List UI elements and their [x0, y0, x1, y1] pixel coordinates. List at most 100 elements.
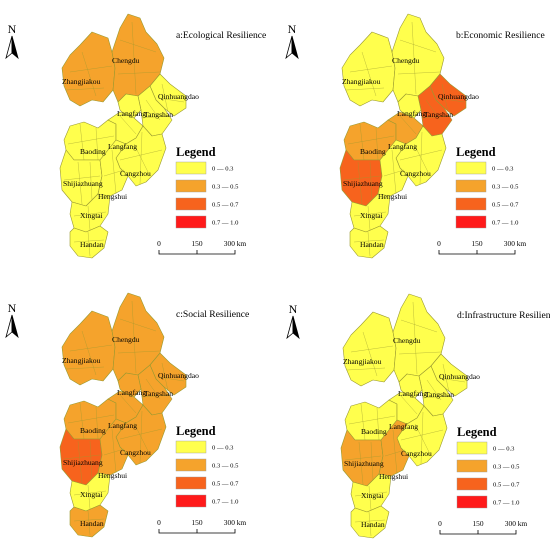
county-boundary-line	[141, 115, 169, 119]
panel-infrastructure-resilience: ChengduZhangjiakouQinhuangdaoLangfangTan…	[286, 293, 550, 539]
panel-title: a:Ecological Resilience	[176, 30, 266, 41]
legend-swatch	[175, 179, 207, 193]
scale-bar-tick-label: 300 km	[505, 519, 528, 528]
north-arrow-icon: N	[5, 301, 19, 339]
county-boundary-line	[437, 97, 465, 103]
county-boundary-line	[400, 395, 418, 415]
legend-item-label: 0 — 0.3	[493, 446, 515, 453]
north-arrow-left-half	[5, 314, 13, 339]
county-boundary-line	[375, 127, 379, 161]
county-boundary-line	[349, 65, 393, 73]
legend: Legend 0 — 0.3 0.3 — 0.5 0.5 — 0.7 0.7 — 1.0	[456, 425, 520, 509]
county-boundary-line	[343, 175, 381, 181]
county-boundary-line	[139, 410, 143, 464]
region-langfang-n	[398, 373, 423, 399]
scale-bar-tick-label: 300 km	[224, 518, 247, 527]
county-boundary-line	[354, 519, 386, 523]
legend-title: Legend	[456, 145, 496, 159]
city-label-langfang: Langfang	[389, 422, 418, 431]
county-boundary-line	[133, 143, 151, 177]
city-label-chengdu: Chengdu	[393, 336, 421, 345]
legend-item-label: 0.3 — 0.5	[212, 184, 239, 191]
city-label-xingtai: Xingtai	[361, 491, 384, 500]
region-zhangjiakou	[61, 310, 116, 386]
scale-bar-line	[158, 250, 236, 255]
county-boundary-line	[398, 351, 442, 355]
county-boundary-line	[357, 161, 363, 205]
county-boundary-line	[95, 406, 99, 440]
county-boundary-line	[87, 231, 91, 257]
county-boundary-line	[354, 491, 388, 497]
panel-social-resilience: ChengduZhangjiakouQinhuangdaoLangfangTan…	[5, 292, 249, 538]
county-boundary-line	[63, 175, 101, 181]
legend: Legend 0 — 0.3 0.3 — 0.5 0.5 — 0.7 0.7 — 1.0	[175, 424, 239, 508]
scale-bar-tick-label: 150	[191, 518, 202, 527]
county-boundary-line	[376, 407, 380, 441]
north-arrow-icon: N	[286, 302, 300, 340]
legend-swatch	[175, 197, 207, 211]
city-label-chengdu: Chengdu	[112, 335, 140, 344]
region-polygons	[59, 13, 187, 259]
north-arrow-left-half	[285, 35, 293, 60]
city-label-langfang: Langfang	[397, 109, 426, 118]
legend-item-label: 0 — 0.3	[492, 166, 514, 173]
city-label-qinhuangdao: Qinhuangdao	[158, 92, 199, 101]
county-boundary-line	[368, 511, 372, 537]
region-langfang-n	[117, 372, 142, 398]
city-label-zhangjiakou: Zhangjiakou	[343, 357, 382, 366]
legend-item-label: 0.3 — 0.5	[493, 464, 520, 471]
legend-swatch	[175, 458, 207, 472]
county-boundary-line	[345, 87, 385, 91]
county-boundary-line	[119, 394, 137, 414]
county-boundary-line	[358, 441, 364, 485]
city-label-shijiazhuang: Shijiazhuang	[343, 179, 383, 188]
legend-swatch	[456, 441, 488, 455]
city-label-cangzhou: Cangzhou	[120, 169, 151, 178]
county-boundary-line	[442, 363, 450, 393]
county-boundary-line	[119, 39, 157, 53]
county-boundary-line	[133, 422, 151, 456]
county-boundary-line	[157, 376, 185, 382]
county-boundary-line	[141, 394, 169, 398]
panel-title: d:Infrastructure Resilience	[457, 310, 550, 321]
north-arrow-label: N	[288, 22, 297, 36]
county-boundary-line	[87, 205, 91, 231]
city-label-shijiazhuang: Shijiazhuang	[63, 458, 103, 467]
city-label-tangshan: Tangshan	[144, 110, 173, 119]
city-label-tangshan: Tangshan	[424, 110, 453, 119]
scale-bar-tick-label: 150	[472, 519, 483, 528]
county-boundary-line	[414, 423, 432, 457]
region-hengshui	[378, 419, 410, 477]
county-boundary-line	[360, 403, 366, 441]
city-label-zhangjiakou: Zhangjiakou	[342, 77, 381, 86]
city-label-handan: Handan	[360, 240, 384, 249]
county-boundary-line	[73, 211, 107, 217]
city-label-qinhuangdao: Qinhuangdao	[439, 372, 480, 381]
county-boundary-line	[353, 239, 385, 243]
county-boundary-line	[392, 429, 398, 475]
county-boundary-line	[370, 441, 374, 481]
city-label-cangzhou: Cangzhou	[120, 448, 151, 457]
north-arrow-right-half	[291, 35, 299, 60]
county-boundary-line	[422, 395, 450, 399]
city-label-qinhuangdao: Qinhuangdao	[438, 92, 479, 101]
county-boundary-line	[368, 485, 372, 511]
legend-swatch	[175, 494, 207, 508]
city-label-langfang: Langfang	[398, 389, 427, 398]
panel-economic-resilience: ChengduZhangjiakouQinhuangdaoLangfangTan…	[285, 13, 545, 259]
county-boundary-line	[347, 135, 395, 145]
legend-item-label: 0 — 0.3	[212, 166, 234, 173]
county-boundary-line	[119, 115, 137, 135]
county-boundary-line	[87, 484, 91, 510]
city-label-hengshui: Hengshui	[378, 192, 407, 201]
county-boundary-line	[117, 350, 161, 354]
city-label-handan: Handan	[361, 520, 385, 529]
county-boundary-line	[69, 344, 113, 352]
scale-bar-tick-label: 150	[471, 239, 482, 248]
city-label-shijiazhuang: Shijiazhuang	[344, 459, 384, 468]
county-boundary-line	[111, 149, 117, 195]
scale-bar: 0 150 300 km	[157, 518, 247, 534]
county-boundary-line	[344, 455, 382, 461]
